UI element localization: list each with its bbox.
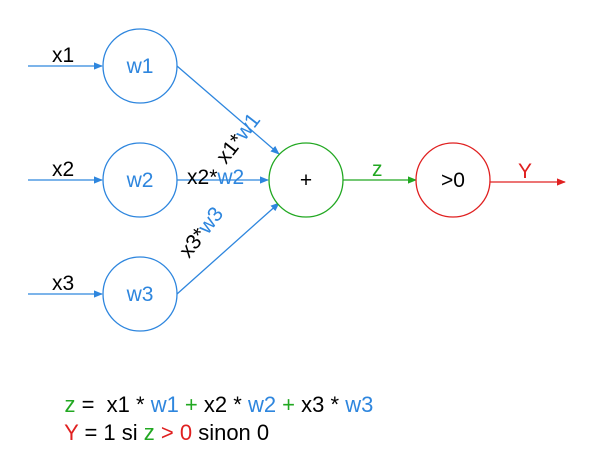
formula-y-rest: sinon 0 (192, 420, 270, 445)
activation-node (415, 142, 491, 218)
edge-w3-sum (176, 202, 280, 295)
formula-z-w2: w2 (247, 392, 277, 417)
formula-y-var: Y (64, 420, 79, 445)
formula-z-mul2: * (227, 392, 248, 417)
formula-z-w3: w3 (345, 392, 374, 417)
formula-z-mul1: * (129, 392, 151, 417)
weight-label-w3: w3 (126, 283, 154, 306)
input-label-x2: x2 (52, 158, 74, 181)
edge-label-x1w1: x1*w1 (212, 109, 265, 168)
formula-y-z: z (143, 420, 155, 445)
formula-z-plus1: + (178, 392, 204, 417)
formula-z-mul3: * (324, 392, 346, 417)
formula-y-eq: = 1 si (78, 420, 144, 445)
weight-label-w2: w2 (126, 169, 154, 192)
formula-y-gt: > 0 (154, 420, 193, 445)
input-label-x1: x1 (52, 44, 74, 67)
formula-z-x1: x1 (106, 392, 130, 417)
formula-z-w1: w1 (150, 392, 179, 417)
formula-z-x2: x2 (203, 392, 228, 417)
edge-label-x2w2-star: * (209, 166, 217, 189)
weight-label-w1: w1 (126, 55, 154, 78)
activation-node-label: >0 (441, 169, 465, 192)
activation-output-label: Y (518, 160, 532, 183)
edge-label-x2w2-w: w2 (216, 166, 244, 189)
sum-node-label: + (300, 169, 312, 192)
edge-label-x3w3: x3*w3 (175, 203, 228, 262)
formula-z-eq: = (75, 392, 107, 417)
formula-z-plus2: + (276, 392, 302, 417)
formula-z-x3: x3 (301, 392, 325, 417)
formula-z-var: z (64, 392, 76, 417)
input-label-x3: x3 (52, 272, 74, 295)
formula-z: z = x1 * w1 + x2 * w2 + x3 * w3 (40, 366, 373, 444)
edge-label-x2w2: x2*w2 (187, 166, 244, 189)
edge-w1-sum (176, 65, 280, 155)
edge-label-x2w2-x: x2 (187, 166, 209, 189)
sum-output-label: z (372, 158, 383, 181)
formula-y: Y = 1 si z > 0 sinon 0 (40, 394, 269, 455)
